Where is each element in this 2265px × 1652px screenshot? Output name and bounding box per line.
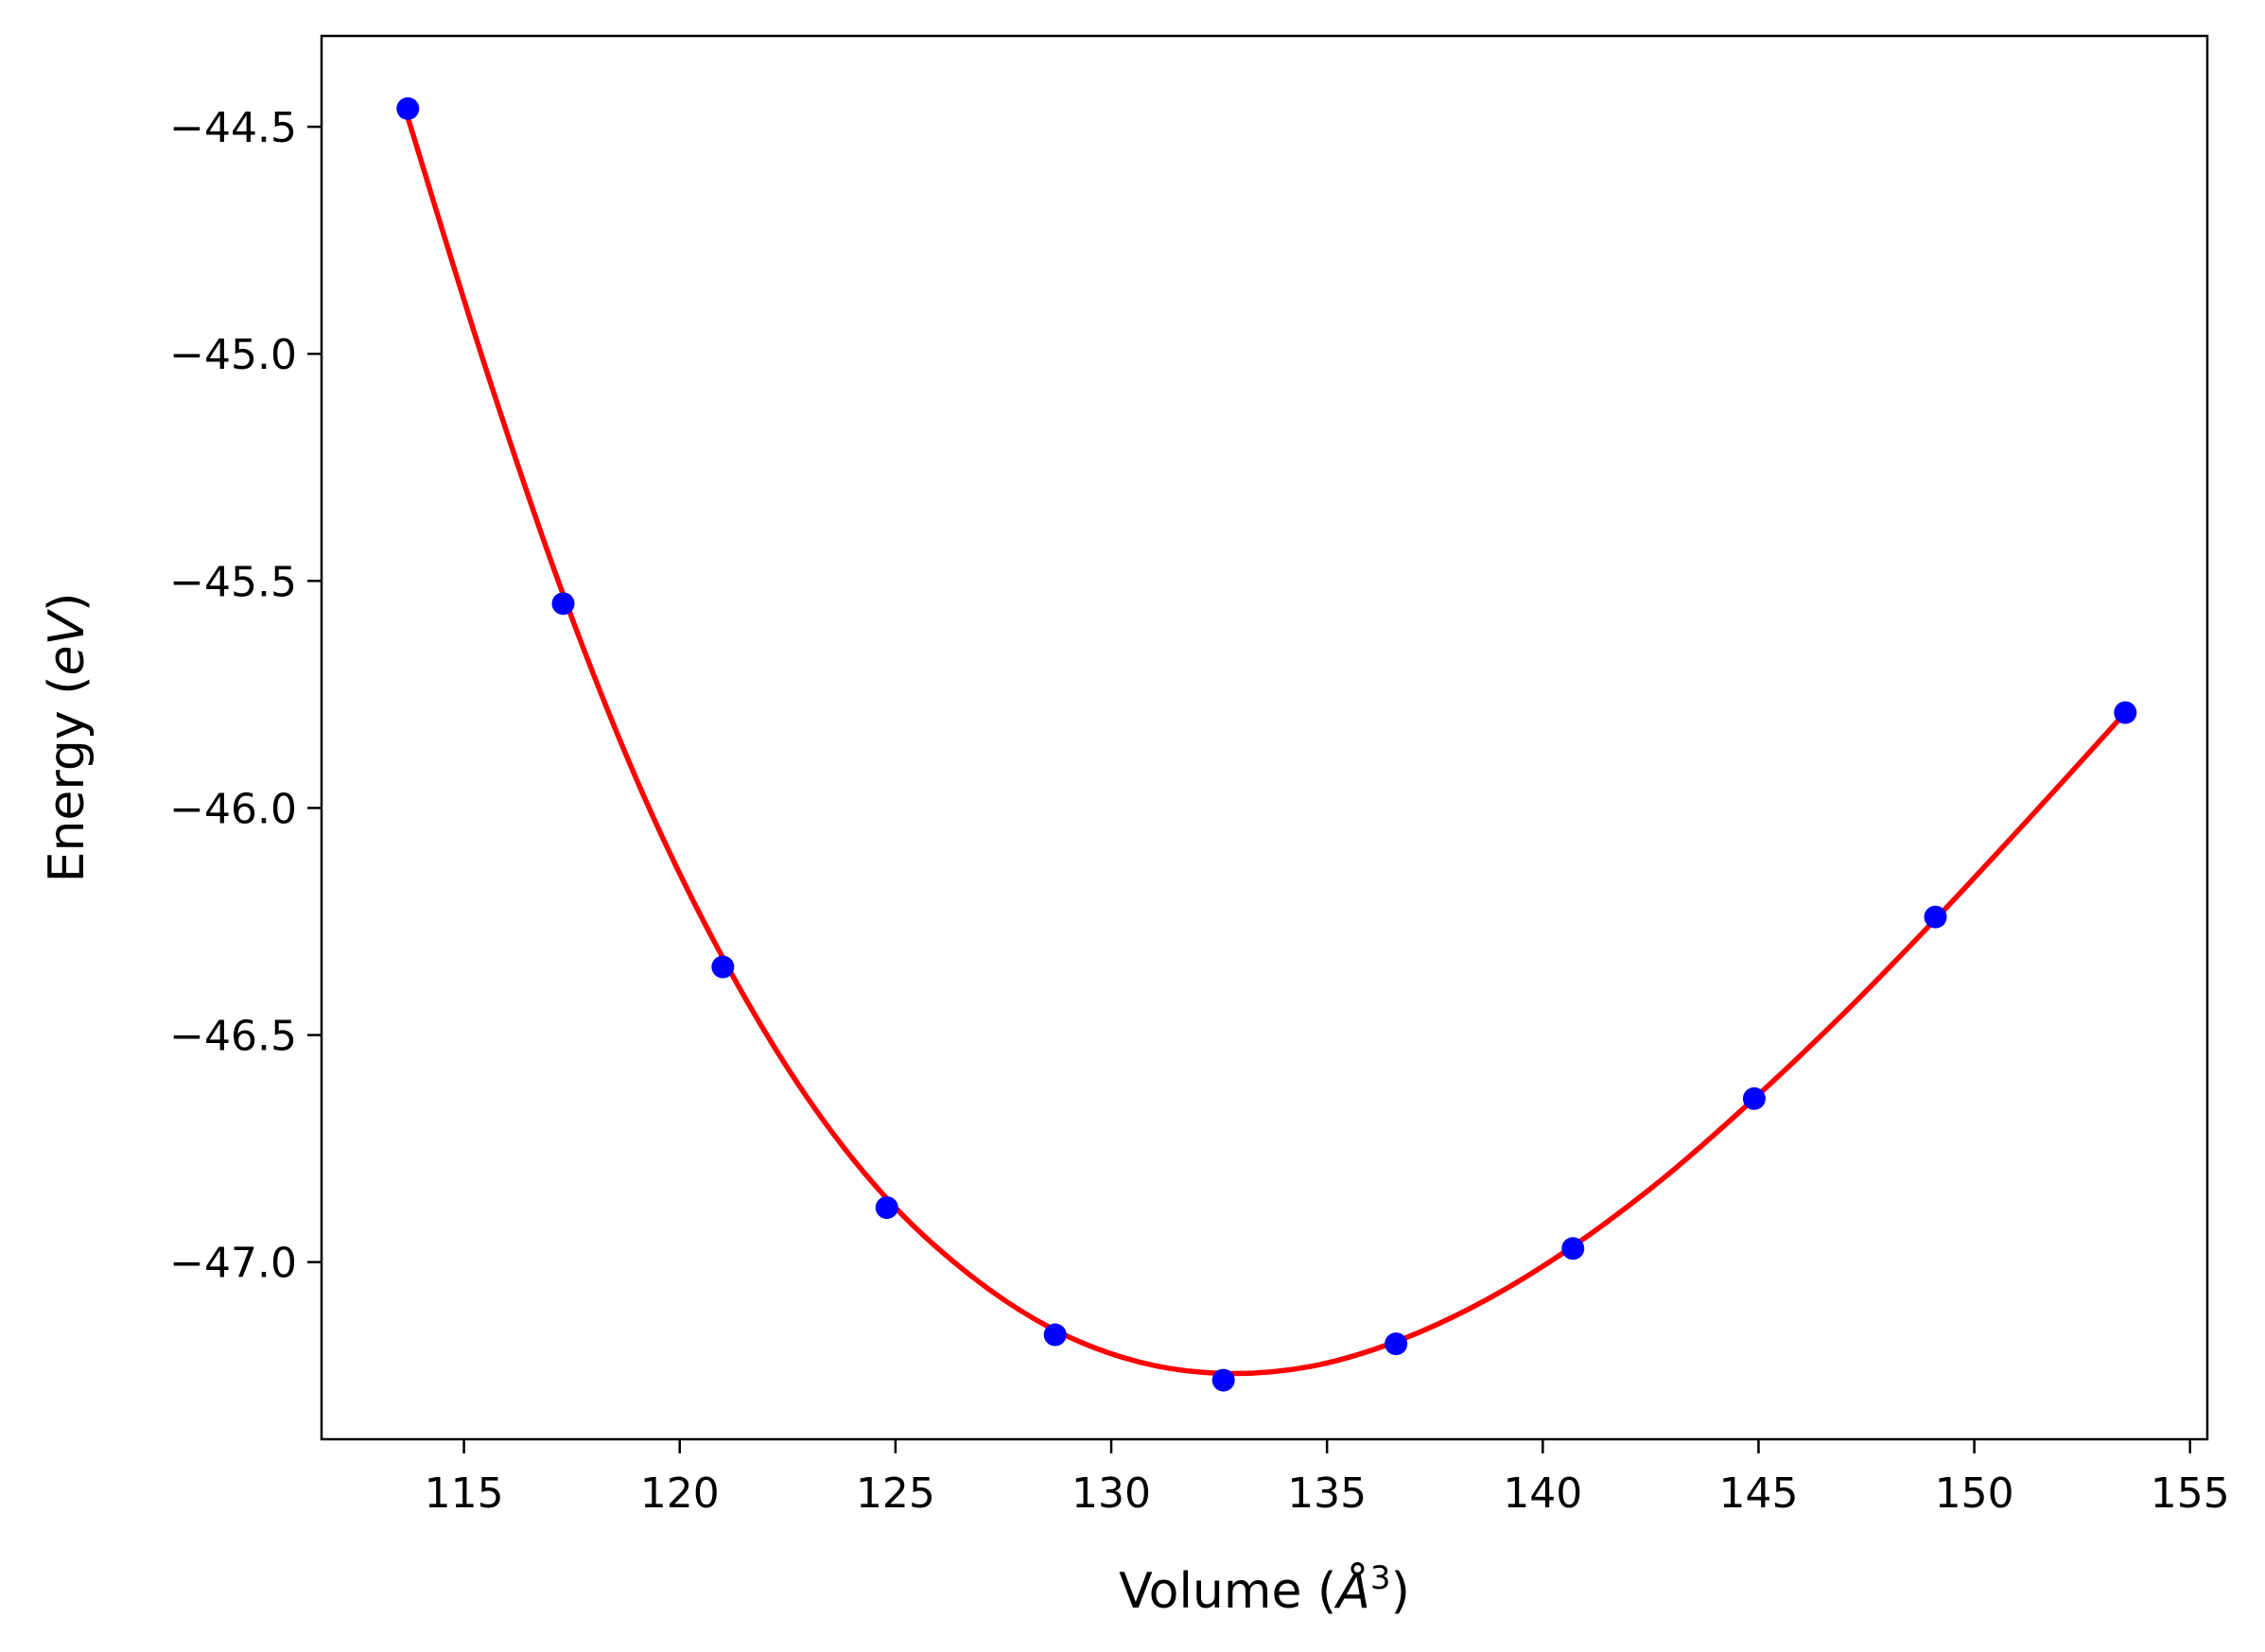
- x-tick-label: 130: [1072, 1469, 1151, 1518]
- y-tick-label: −45.5: [169, 558, 297, 606]
- data-point: [396, 96, 420, 120]
- data-point: [1385, 1332, 1408, 1356]
- x-tick-label: 145: [1718, 1469, 1798, 1518]
- y-tick-label: −46.5: [169, 1013, 297, 1061]
- plot-area: [396, 96, 2137, 1392]
- y-axis-label-symbol: eV: [39, 609, 96, 676]
- data-point: [875, 1196, 898, 1220]
- data-point: [1742, 1087, 1766, 1110]
- x-axis-label-suffix: ): [1391, 1563, 1410, 1620]
- x-axis-label: Volume (Å3): [1119, 1559, 1410, 1620]
- y-tick-label: −47.0: [169, 1240, 297, 1288]
- x-axis-ticks: 115 120 125 130 135 140 145 150 155: [425, 1439, 2230, 1518]
- axes-frame: [320, 34, 2209, 1441]
- x-tick-label: 155: [2151, 1469, 2230, 1518]
- y-tick-label: −44.5: [169, 104, 297, 152]
- x-tick-label: 115: [425, 1469, 504, 1518]
- data-point: [1924, 905, 1947, 929]
- fit-curve-line: [405, 116, 2128, 1377]
- x-tick-label: 140: [1503, 1469, 1582, 1518]
- data-point: [2114, 701, 2137, 724]
- x-tick-label: 120: [640, 1469, 720, 1518]
- x-axis-label-superscript: 3: [1370, 1559, 1391, 1597]
- x-axis-label-prefix: Volume (: [1119, 1563, 1336, 1620]
- data-point: [711, 955, 735, 979]
- y-tick-label: −46.0: [169, 785, 297, 833]
- y-axis-ticks: −44.5 −45.0 −45.5 −46.0 −46.5 −47.0: [169, 104, 322, 1288]
- y-axis-label-prefix: Energy (: [39, 676, 96, 883]
- x-tick-label: 135: [1287, 1469, 1367, 1518]
- y-axis-label: Energy (eV): [39, 593, 96, 883]
- x-tick-label: 125: [856, 1469, 935, 1518]
- y-axis-label-suffix: ): [39, 593, 96, 612]
- data-point: [1043, 1323, 1067, 1347]
- data-point: [1561, 1237, 1585, 1261]
- y-tick-label: −45.0: [169, 331, 297, 379]
- data-point: [551, 592, 575, 616]
- x-axis-label-symbol: Å: [1333, 1561, 1370, 1620]
- x-tick-label: 150: [1935, 1469, 2014, 1518]
- data-point: [1211, 1368, 1235, 1392]
